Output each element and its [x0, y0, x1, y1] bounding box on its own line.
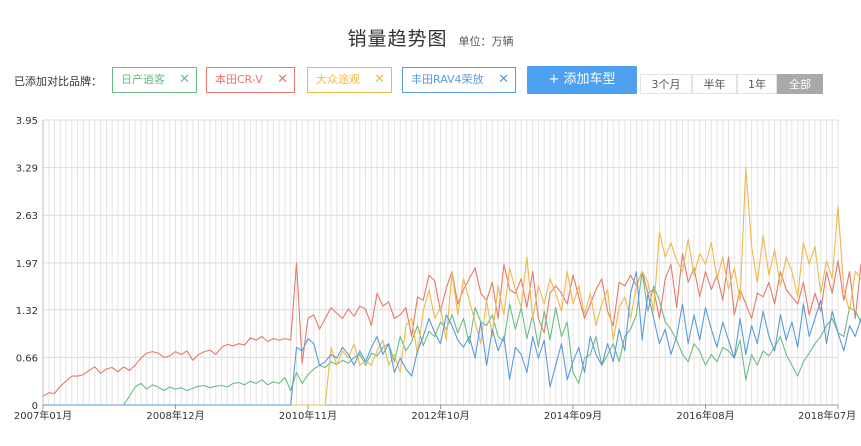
y-tick-label: 3.29	[16, 164, 38, 175]
y-tick-label: 0	[32, 401, 38, 412]
x-tick-label: 2007年01月	[14, 409, 72, 422]
x-tick-label: 2012年10月	[411, 409, 469, 422]
unit-label: 单位：万辆	[458, 35, 514, 48]
y-tick-label: 2.63	[16, 211, 38, 222]
remove-icon[interactable]: ✕	[498, 72, 509, 87]
series-line-丰田RAV4荣放	[43, 270, 861, 406]
x-tick-label: 2010年11月	[279, 409, 337, 422]
page-title: 销量趋势图	[347, 28, 448, 50]
brand-chip-honda-crv[interactable]: 本田CR-V ✕	[206, 67, 295, 93]
brand-chip-label: 日产逍客	[121, 73, 165, 86]
remove-icon[interactable]: ✕	[179, 72, 190, 87]
y-tick-label: 0.66	[16, 353, 38, 364]
brand-chip-label: 大众途观	[316, 73, 360, 86]
chart-header: 销量趋势图 单位：万辆	[0, 24, 861, 51]
brand-chip-nissan-qashqai[interactable]: 日产逍客 ✕	[112, 67, 197, 93]
x-tick-label: 2008年12月	[146, 409, 204, 422]
brand-chip-vw-tiguan[interactable]: 大众途观 ✕	[307, 67, 392, 93]
range-all[interactable]: 全部	[777, 74, 823, 94]
add-model-button[interactable]: + 添加车型	[527, 66, 637, 94]
remove-icon[interactable]: ✕	[374, 72, 385, 87]
x-tick-label: 2016年08月	[676, 409, 734, 422]
range-half-year[interactable]: 半年	[692, 74, 737, 94]
remove-icon[interactable]: ✕	[277, 72, 288, 87]
series-line-日产逍客	[43, 270, 861, 406]
series-line-本田CR-V	[42, 252, 861, 397]
added-brands-label: 已添加对比品牌：	[14, 75, 102, 88]
x-tick-label: 2014年09月	[544, 409, 602, 422]
y-tick-label: 1.32	[16, 306, 38, 317]
x-tick-label: 2018年07月	[798, 409, 856, 422]
brand-chip-label: 丰田RAV4荣放	[411, 73, 484, 86]
y-tick-label: 3.95	[16, 116, 38, 127]
brand-chip-toyota-rav4[interactable]: 丰田RAV4荣放 ✕	[402, 67, 516, 93]
range-3-months[interactable]: 3个月	[640, 74, 692, 94]
y-tick-label: 1.97	[16, 259, 38, 270]
compare-toolbar: 已添加对比品牌： 日产逍客 ✕ 本田CR-V ✕ 大众途观 ✕ 丰田RAV4荣放…	[0, 66, 861, 96]
range-1-year[interactable]: 1年	[737, 74, 777, 94]
brand-chip-label: 本田CR-V	[215, 73, 263, 86]
